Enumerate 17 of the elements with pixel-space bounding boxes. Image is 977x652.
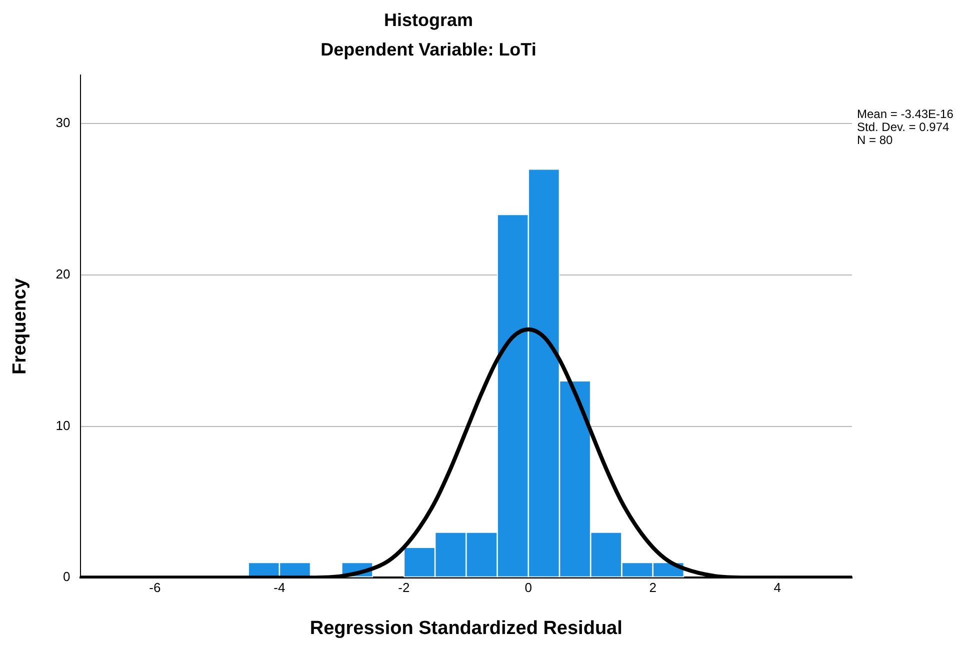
x-tick-label: 2 <box>649 580 656 595</box>
text: Std. Dev. = 0.974 <box>857 120 950 134</box>
chart-subtitle: Dependent Variable: LoTi <box>320 39 536 60</box>
text: N = 80 <box>857 133 894 147</box>
y-tick-label: 10 <box>56 418 70 433</box>
x-tick-label: -4 <box>274 580 286 595</box>
y-tick-label: 30 <box>56 115 70 130</box>
y-tick-label: 0 <box>63 569 70 584</box>
x-tick-label: 0 <box>524 580 532 595</box>
x-axis-title: Regression Standardized Residual <box>310 618 622 639</box>
x-tick-label: -6 <box>149 580 161 595</box>
x-tick-label: 4 <box>774 580 781 595</box>
chart-title: Histogram <box>384 10 474 30</box>
y-tick-label: 20 <box>56 266 70 282</box>
x-tick-label: -2 <box>398 580 410 595</box>
text: Mean = -3.43E-16 <box>857 107 954 121</box>
y-axis-title: Frequency <box>10 278 31 374</box>
